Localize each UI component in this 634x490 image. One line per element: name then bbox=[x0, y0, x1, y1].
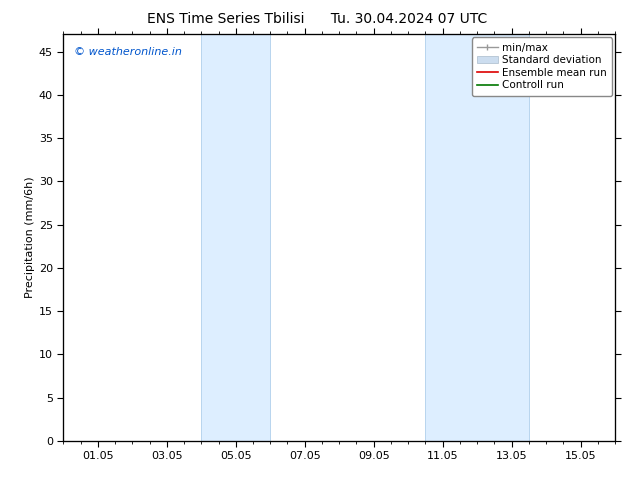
Bar bbox=[202, 34, 270, 441]
Text: © weatheronline.in: © weatheronline.in bbox=[74, 47, 183, 56]
Bar bbox=[425, 34, 529, 441]
Y-axis label: Precipitation (mm/6h): Precipitation (mm/6h) bbox=[25, 177, 35, 298]
Legend: min/max, Standard deviation, Ensemble mean run, Controll run: min/max, Standard deviation, Ensemble me… bbox=[472, 37, 612, 96]
Text: ENS Time Series Tbilisi      Tu. 30.04.2024 07 UTC: ENS Time Series Tbilisi Tu. 30.04.2024 0… bbox=[147, 12, 487, 26]
